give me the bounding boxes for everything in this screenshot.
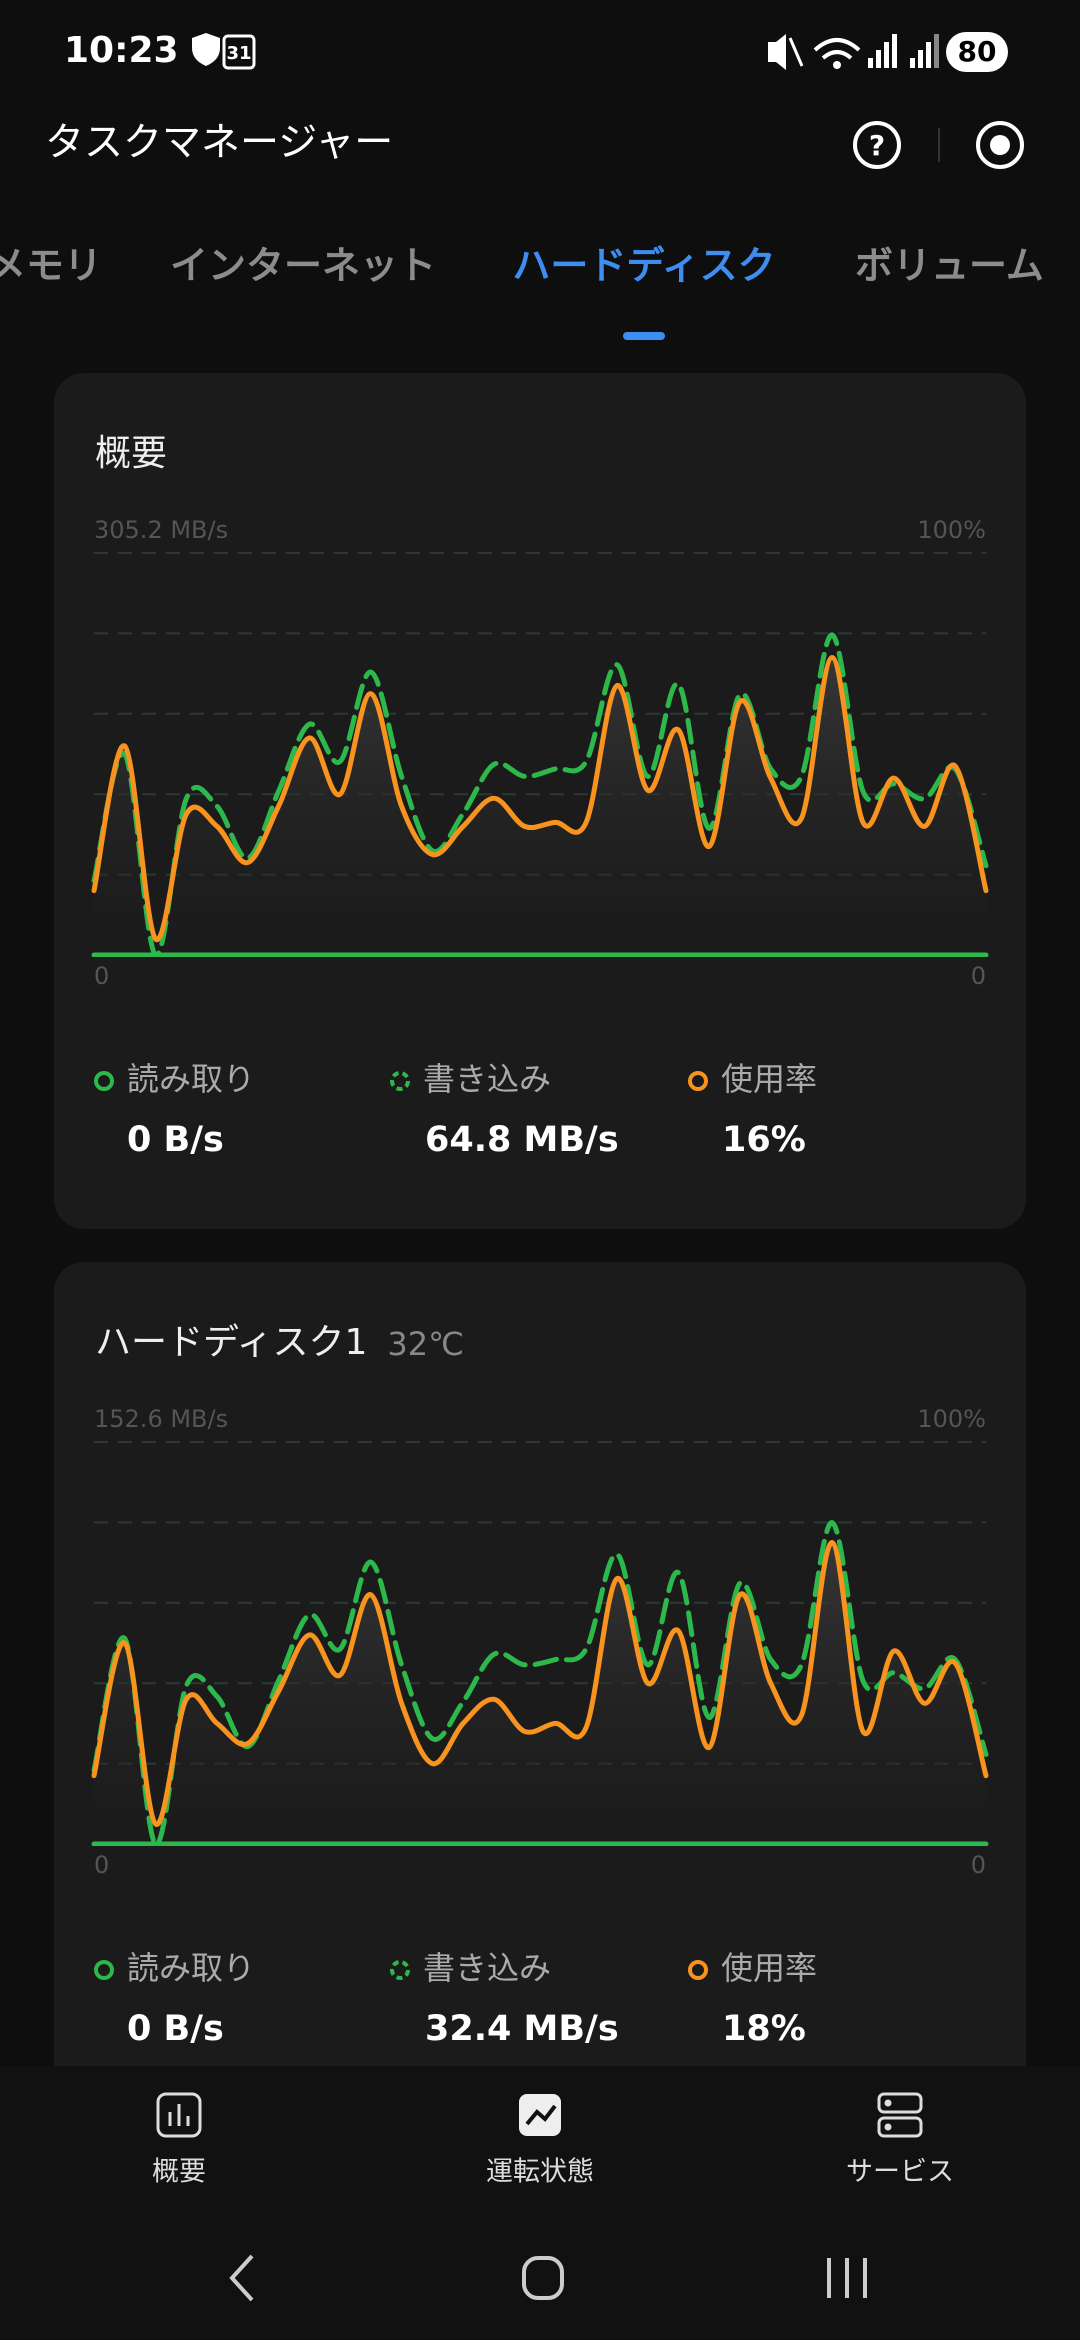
legend-label: 使用率: [721, 1060, 817, 1098]
y2-tick-label: 100%: [917, 1405, 986, 1433]
help-button[interactable]: ?: [853, 121, 901, 169]
nav-icon[interactable]: [519, 2094, 561, 2136]
stat-value: 0 B/s: [127, 1120, 224, 1160]
settings-button[interactable]: [976, 121, 1024, 169]
temperature: 32℃: [387, 1325, 464, 1363]
legend-marker: [688, 1960, 708, 1980]
calendar-day: 31: [226, 43, 251, 64]
legend-label: 読み取り: [127, 1060, 255, 1098]
series-line: [91, 632, 989, 957]
status-time: 10:23: [64, 30, 179, 71]
plot: [91, 632, 989, 957]
nav-icon[interactable]: [877, 2092, 923, 2138]
tab[interactable]: インターネット: [170, 244, 436, 288]
card-title: ハードディスク1: [95, 1322, 367, 1363]
nav-icon[interactable]: [156, 2092, 202, 2138]
legend-marker: [390, 1071, 410, 1091]
y2-tick-label: 0: [971, 962, 986, 990]
stat-value: 16%: [722, 1120, 806, 1160]
stat-value: 18%: [722, 2009, 806, 2049]
series-line: [91, 655, 989, 942]
stat-value: 32.4 MB/s: [425, 2009, 619, 2049]
legend-marker: [390, 1960, 410, 1980]
calendar-icon: [222, 34, 256, 70]
nav-label[interactable]: 概要: [152, 2157, 206, 2188]
card: ハードディスク1 32℃ 0 152.6 MB/s 0 100% 読み取り 書き込み 使用率 0 …: [54, 1262, 1026, 2118]
y-tick-label: 305.2 MB/s: [94, 516, 228, 544]
legend-marker: [94, 1071, 114, 1091]
y-tick-label: 152.6 MB/s: [94, 1405, 228, 1433]
tab-indicator: [623, 332, 665, 340]
series-line: [91, 1520, 989, 1846]
app-title: タスクマネージャー: [45, 121, 393, 166]
y-tick-label: 0: [94, 1851, 109, 1879]
stat-value: 0 B/s: [127, 2009, 224, 2049]
legend-label: 書き込み: [423, 1949, 551, 1987]
tab[interactable]: メモリ: [0, 244, 102, 288]
battery-level: 80: [958, 35, 997, 68]
tab[interactable]: ボリューム: [855, 244, 1044, 288]
card-background: [54, 373, 1026, 1229]
series-line: [91, 1539, 989, 1827]
card-background: [54, 1262, 1026, 2118]
svg-text:?: ?: [869, 129, 885, 162]
legend-label: 使用率: [721, 1949, 817, 1987]
y-tick-label: 0: [94, 962, 109, 990]
legend-marker: [94, 1960, 114, 1980]
legend-marker: [688, 1071, 708, 1091]
battery: [946, 32, 1008, 72]
system-nav[interactable]: [229, 2254, 867, 2302]
legend-label: 読み取り: [127, 1949, 255, 1987]
y2-tick-label: 100%: [917, 516, 986, 544]
legend-label: 書き込み: [423, 1060, 551, 1098]
usage-area: [94, 1542, 986, 1844]
stat-value: 64.8 MB/s: [425, 1120, 619, 1160]
y2-tick-label: 0: [971, 1851, 986, 1879]
status-icons: [768, 34, 939, 70]
usage-area: [94, 657, 986, 955]
card-title: 概要: [95, 433, 167, 474]
tab-active[interactable]: ハードディスク: [512, 244, 775, 288]
shield-icon: [192, 33, 220, 66]
card: 概要 0 305.2 MB/s 0 100% 読み取り 書き込み 使用率 0 B/s 64.8 M…: [54, 373, 1026, 1229]
nav-label[interactable]: サービス: [846, 2157, 954, 2188]
nav-label[interactable]: 運転状態: [486, 2157, 594, 2188]
plot: [91, 1520, 989, 1846]
